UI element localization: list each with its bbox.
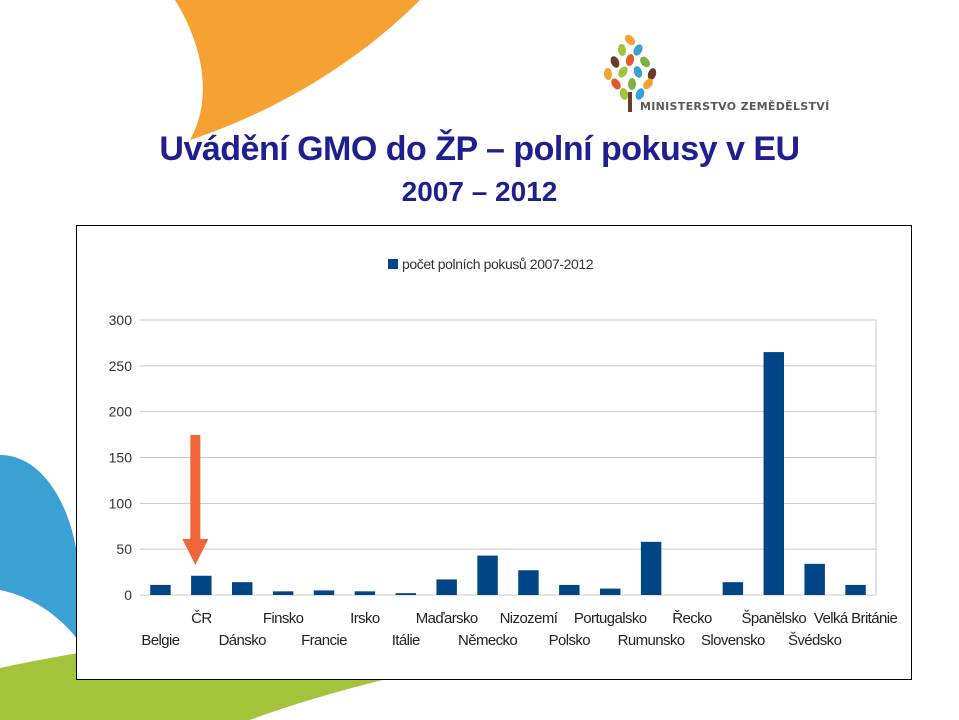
- x-tick-label: ČR: [191, 610, 212, 627]
- bar: [191, 575, 212, 595]
- logo-leaf: [635, 88, 645, 100]
- y-tick-label: 100: [109, 495, 133, 511]
- logo-leaf: [618, 66, 628, 78]
- x-tick-label: Slovensko: [701, 632, 765, 649]
- page-subtitle: 2007 – 2012: [401, 176, 558, 207]
- bar-chart: 0 50 100 150 200 250 300 Belgie ČR Dánsko Finsko Fr…: [109, 256, 898, 649]
- bar: [845, 584, 866, 595]
- logo-leaf: [619, 88, 629, 100]
- bar: [600, 588, 621, 595]
- logo-leaf: [633, 66, 643, 78]
- x-tick-label: Nizozemí: [500, 610, 559, 627]
- logo-leaf: [640, 56, 650, 68]
- bar: [313, 590, 335, 595]
- bar: [232, 582, 253, 595]
- logo-leaf: [625, 54, 635, 66]
- x-tick-label: Německo: [458, 632, 517, 649]
- logo-leaf: [647, 68, 657, 80]
- legend-swatch: [388, 259, 398, 269]
- x-tick-label: Rumunsko: [618, 632, 685, 649]
- bar: [804, 563, 825, 595]
- logo-leaf: [624, 34, 636, 46]
- x-tick-label: Dánsko: [219, 632, 267, 649]
- down-arrow-icon: [190, 435, 201, 540]
- bar: [763, 352, 784, 595]
- bar: [150, 584, 171, 595]
- y-tick-label: 0: [124, 587, 132, 603]
- blue-swirl-shape: [0, 455, 78, 640]
- logo-leaf: [617, 44, 627, 56]
- bar: [722, 582, 744, 595]
- x-tick-label: Itálie: [392, 632, 420, 649]
- tree-logo-icon: [603, 34, 657, 112]
- bar: [272, 591, 294, 595]
- x-tick-label: Řecko: [672, 610, 712, 627]
- bar: [518, 570, 539, 595]
- page-title: Uvádění GMO do ŽP – polní pokusy v EU: [159, 130, 800, 168]
- bar: [395, 593, 416, 595]
- bar: [640, 541, 662, 595]
- bar: [559, 584, 580, 595]
- orange-swirl-shape: [175, 0, 420, 140]
- bar: [436, 579, 457, 595]
- y-tick-label: 300: [109, 312, 133, 328]
- logo-leaf: [643, 78, 653, 90]
- x-tick-label: Maďarsko: [416, 610, 478, 627]
- x-tick-label: Polsko: [549, 632, 591, 649]
- legend-label: počet polních pokusů 2007-2012: [402, 256, 594, 272]
- x-tick-label: Portugalsko: [574, 610, 647, 627]
- logo-text: MINISTERSTVO ZEMĚDĚLSTVÍ: [640, 100, 830, 113]
- logo-trunk: [628, 92, 632, 112]
- logo-leaf: [603, 68, 613, 80]
- x-tick-label: Belgie: [141, 632, 179, 649]
- down-arrow-head: [182, 539, 209, 565]
- y-tick-label: 250: [109, 358, 133, 374]
- y-tick-label: 200: [109, 404, 133, 420]
- logo-leaf: [627, 78, 637, 90]
- x-tick-label: Velká Británie: [814, 610, 898, 627]
- bar: [354, 591, 376, 595]
- y-tick-label: 50: [116, 541, 132, 557]
- x-tick-label: Španělsko: [741, 610, 806, 627]
- x-tick-label: Francie: [301, 632, 347, 649]
- x-tick-label: Švédsko: [788, 632, 842, 649]
- logo-leaf: [611, 78, 621, 90]
- logo-leaf: [610, 56, 620, 68]
- x-tick-label: Finsko: [263, 610, 304, 627]
- y-tick-label: 150: [109, 450, 133, 466]
- bar: [477, 555, 498, 595]
- x-tick-label: Irsko: [350, 610, 380, 627]
- logo-leaf: [633, 44, 643, 56]
